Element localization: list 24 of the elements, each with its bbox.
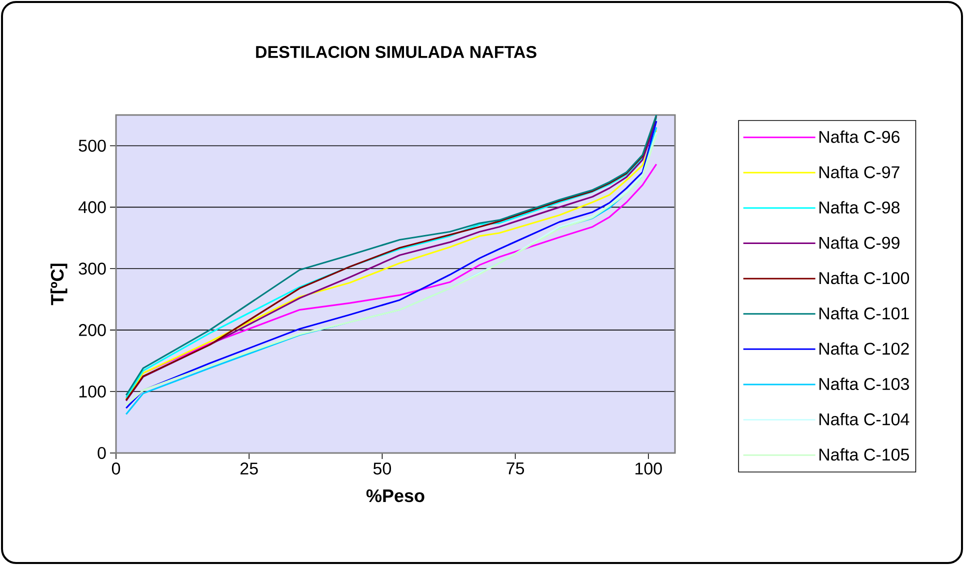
- legend-label: Nafta C-104: [819, 412, 910, 426]
- legend-label: Nafta C-103: [819, 378, 909, 390]
- x-tick-label: 50: [373, 462, 391, 475]
- legend-label: Nafta C-98: [819, 201, 900, 214]
- legend-label: Nafta C-102: [819, 342, 909, 355]
- y-tick-label: 200: [78, 324, 106, 336]
- y-axis-title: T[ºC]: [50, 264, 68, 306]
- legend-label: Nafta C-99: [819, 236, 900, 249]
- x-tick-label: 25: [240, 462, 258, 475]
- x-tick-label: 0: [112, 462, 120, 475]
- legend-label: Nafta C-97: [819, 166, 900, 178]
- legend-label: Nafta C-101: [819, 306, 909, 320]
- legend-label: Nafta C-100: [819, 272, 910, 284]
- y-tick-label: 300: [78, 262, 106, 275]
- y-tick-label: 0: [98, 446, 106, 460]
- y-tick-label: 500: [78, 140, 106, 152]
- y-tick-label: 400: [78, 201, 106, 214]
- legend-label: Nafta C-96: [819, 130, 900, 143]
- x-axis-title: %Peso: [366, 489, 424, 502]
- x-tick-label: 75: [506, 462, 524, 474]
- x-tick-label: 100: [636, 462, 662, 475]
- y-tick-label: 100: [79, 386, 106, 398]
- legend-label: Nafta C-105: [819, 448, 909, 461]
- chart-title: DESTILACION SIMULADA NAFTAS: [256, 46, 536, 58]
